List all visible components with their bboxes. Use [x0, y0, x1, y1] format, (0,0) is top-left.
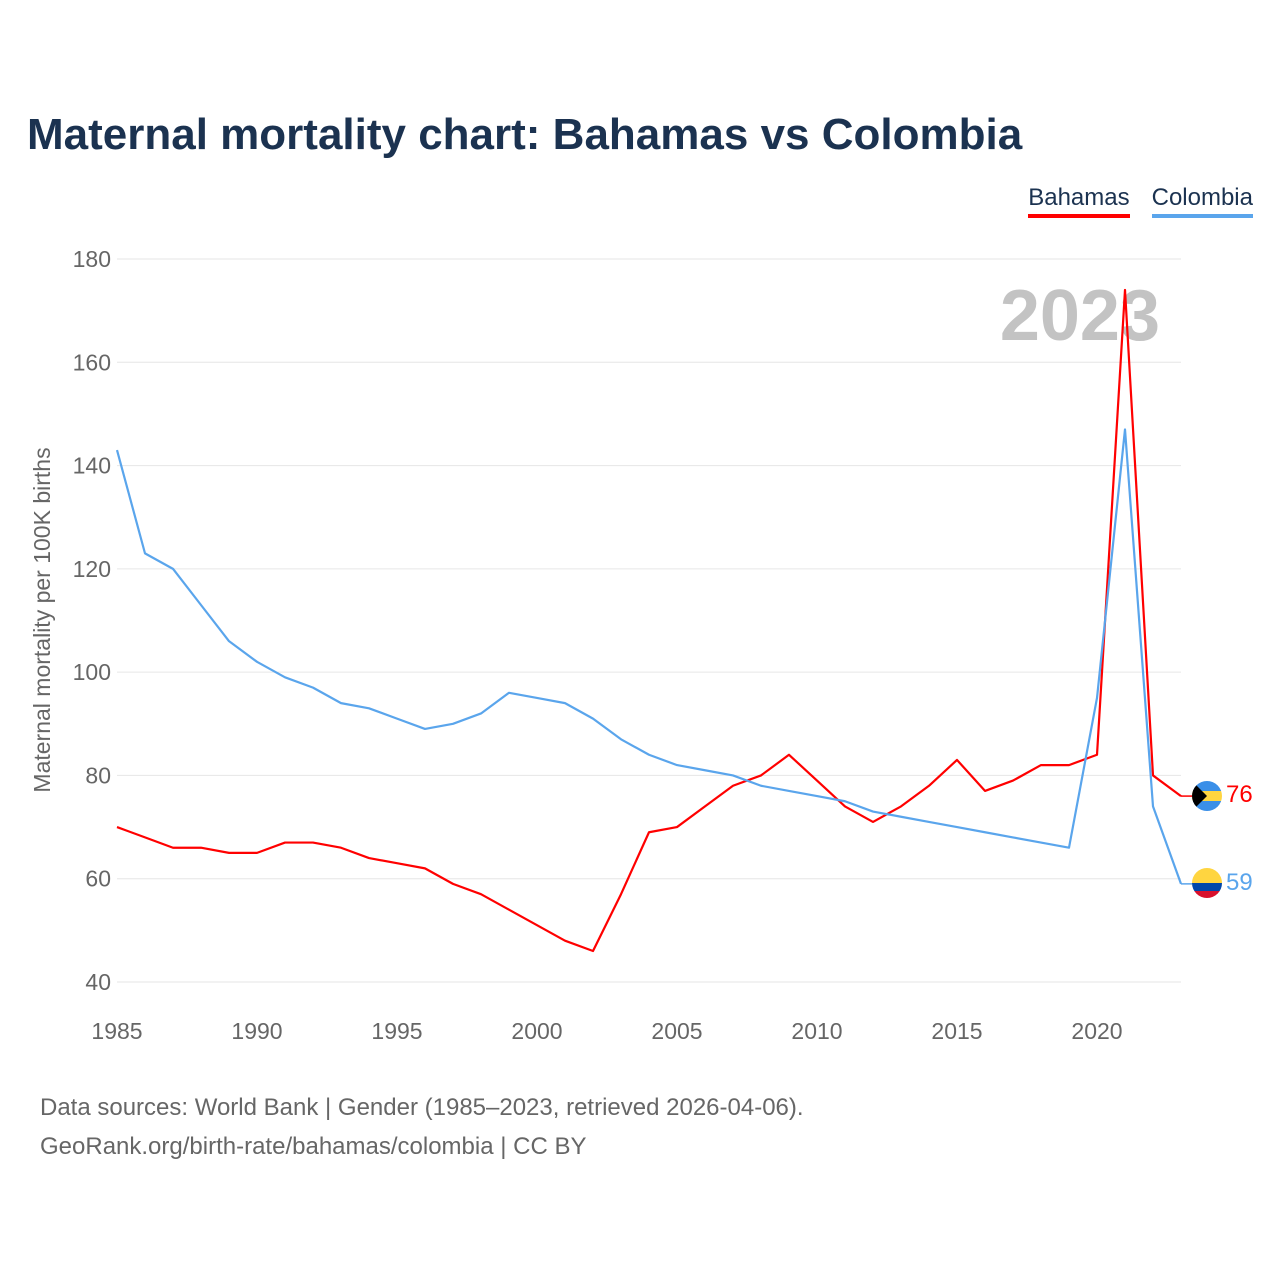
footer: Data sources: World Bank | Gender (1985–… — [40, 1088, 804, 1166]
y-tick-label: 60 — [85, 866, 111, 892]
y-tick-label: 80 — [85, 762, 111, 788]
series-line-colombia — [115, 428, 1183, 885]
colombia-end-label: 59 — [1226, 869, 1253, 896]
y-tick-label: 100 — [73, 659, 111, 685]
y-tick-label: 140 — [73, 453, 111, 479]
data-source: Data sources: World Bank | Gender (1985–… — [40, 1094, 804, 1121]
y-axis-label: Maternal mortality per 100K births — [29, 447, 55, 792]
x-tick-label: 2015 — [931, 1018, 982, 1044]
x-tick-label: 1990 — [231, 1018, 282, 1044]
legend-bahamas[interactable]: Bahamas — [1028, 184, 1130, 218]
chart-title: Maternal mortality chart: Bahamas vs Col… — [27, 110, 1023, 159]
series-line-bahamas — [116, 288, 1182, 953]
x-tick-label: 1985 — [91, 1018, 142, 1044]
bahamas-end-label: 76 — [1226, 781, 1253, 808]
y-tick-label: 160 — [73, 349, 111, 375]
y-tick-label: 180 — [73, 246, 111, 272]
legend: Bahamas Colombia — [1028, 184, 1253, 218]
year-watermark: 2023 — [1000, 276, 1160, 356]
x-tick-label: 1995 — [371, 1018, 422, 1044]
bahamas-flag-icon — [1192, 781, 1222, 811]
x-tick-label: 2010 — [791, 1018, 842, 1044]
x-tick-label: 2000 — [511, 1018, 562, 1044]
y-tick-label: 40 — [85, 969, 111, 995]
x-tick-label: 2005 — [651, 1018, 702, 1044]
legend-colombia[interactable]: Colombia — [1151, 184, 1253, 218]
x-tick-label: 2020 — [1071, 1018, 1122, 1044]
colombia-flag-icon — [1192, 868, 1222, 898]
y-tick-label: 120 — [73, 556, 111, 582]
source-link[interactable]: GeoRank.org/birth-rate/bahamas/colombia … — [40, 1133, 587, 1160]
